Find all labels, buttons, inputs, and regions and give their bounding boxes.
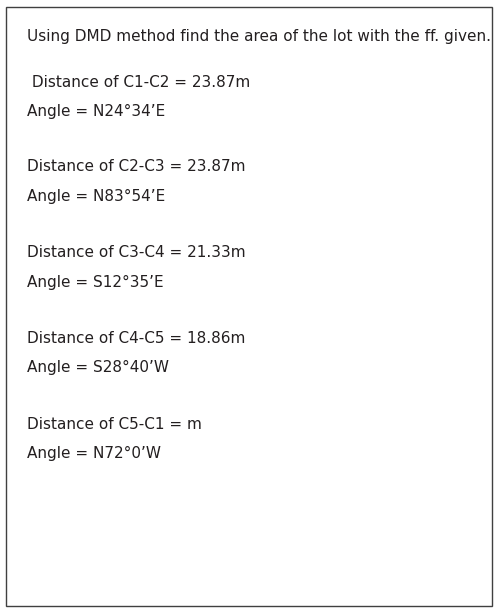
Text: Angle = S28°40’W: Angle = S28°40’W — [27, 360, 169, 375]
Text: Angle = N83°54’E: Angle = N83°54’E — [27, 189, 166, 204]
Text: Using DMD method find the area of the lot with the ff. given.: Using DMD method find the area of the lo… — [27, 29, 492, 44]
Text: Angle = N72°0’W: Angle = N72°0’W — [27, 446, 161, 461]
Text: Angle = N24°34’E: Angle = N24°34’E — [27, 104, 166, 119]
Text: Angle = S12°35’E: Angle = S12°35’E — [27, 275, 164, 289]
Text: Distance of C3-C4 = 21.33m: Distance of C3-C4 = 21.33m — [27, 245, 246, 260]
Text: Distance of C4-C5 = 18.86m: Distance of C4-C5 = 18.86m — [27, 331, 246, 346]
FancyBboxPatch shape — [6, 7, 492, 606]
Text: Distance of C5-C1 = m: Distance of C5-C1 = m — [27, 417, 202, 432]
Text: Distance of C1-C2 = 23.87m: Distance of C1-C2 = 23.87m — [27, 75, 250, 89]
Text: Distance of C2-C3 = 23.87m: Distance of C2-C3 = 23.87m — [27, 159, 246, 174]
